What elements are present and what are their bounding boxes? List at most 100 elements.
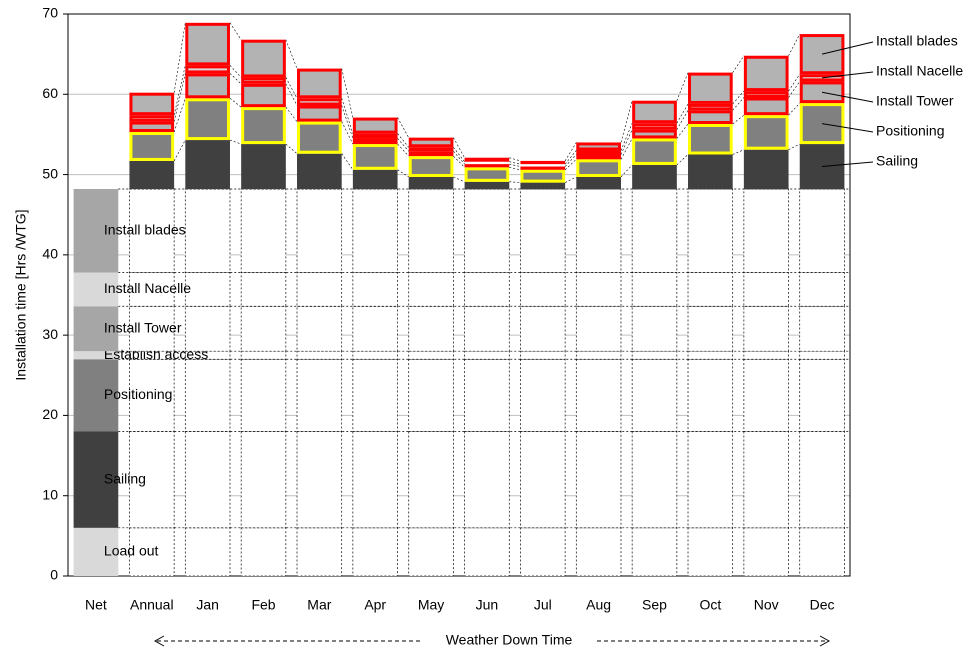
net-echo-segment xyxy=(743,305,789,352)
net-bar-segment xyxy=(73,272,119,307)
net-echo-segment xyxy=(520,350,566,360)
weather-bar-segment xyxy=(464,167,510,182)
net-echo-segment xyxy=(743,527,789,577)
weather-bar-segment xyxy=(632,138,677,165)
net-echo-segment xyxy=(687,188,734,273)
net-echo-segment xyxy=(240,188,287,273)
net-segment-label: Install blades xyxy=(104,221,186,237)
net-echo-segment xyxy=(743,350,789,360)
connector xyxy=(509,181,521,183)
weather-bar-segment xyxy=(464,157,510,162)
connector xyxy=(509,163,521,167)
connector xyxy=(341,153,354,170)
weather-bar-segment xyxy=(743,97,789,116)
weather-bar-segment xyxy=(632,100,677,124)
net-segment-label: Positioning xyxy=(104,386,173,402)
net-bar-segment xyxy=(73,527,119,576)
x-tick-label: Jun xyxy=(476,597,499,613)
y-tick-label: 50 xyxy=(42,165,58,181)
weather-bar-segment xyxy=(632,164,677,190)
arrowhead-right xyxy=(819,635,831,647)
weather-bar-segment xyxy=(743,91,789,98)
net-echo-segment xyxy=(408,431,454,529)
connector xyxy=(564,142,577,162)
connector xyxy=(453,176,465,183)
net-echo-segment xyxy=(184,431,231,529)
net-echo-segment xyxy=(799,358,845,432)
weather-bar-segment xyxy=(297,105,342,122)
net-bar-segment xyxy=(73,189,119,273)
series-label: Positioning xyxy=(876,123,945,139)
net-echo-segment xyxy=(799,431,845,529)
net-echo-segment xyxy=(352,527,398,577)
connector xyxy=(788,143,800,150)
weather-bar-segment xyxy=(241,107,286,145)
weather-bar-segment xyxy=(743,149,789,190)
net-echo-segment xyxy=(464,358,510,432)
connector xyxy=(397,143,409,157)
net-echo-segment xyxy=(575,358,622,432)
weather-bar-segment xyxy=(129,121,175,133)
net-echo-segment xyxy=(464,431,510,529)
net-echo-segment xyxy=(296,188,343,273)
weather-bar-segment xyxy=(408,176,454,190)
net-echo-segment xyxy=(296,527,343,577)
connector xyxy=(676,103,689,124)
net-echo-segment xyxy=(184,358,231,432)
leader-line xyxy=(821,91,874,103)
connector xyxy=(676,123,689,139)
weather-bar-segment xyxy=(297,153,342,190)
net-echo-segment xyxy=(743,272,789,307)
connector xyxy=(732,114,745,125)
x-tick-label: Annual xyxy=(130,597,174,613)
weather-bar-segment xyxy=(520,182,566,190)
net-echo-segment xyxy=(240,305,287,352)
net-bar-segment xyxy=(73,351,119,360)
connector xyxy=(788,81,800,98)
connector xyxy=(453,151,465,165)
x-tick-label: Net xyxy=(85,597,107,613)
leader-line xyxy=(822,71,874,79)
net-echo-segment xyxy=(799,188,845,273)
net-echo-segment xyxy=(743,358,789,432)
connector xyxy=(620,129,633,155)
x-tick-label: May xyxy=(418,597,444,613)
annotation: Weather Down Time xyxy=(446,632,573,648)
net-echo-segment xyxy=(129,358,175,432)
connector xyxy=(173,65,186,116)
weather-bar-segment xyxy=(408,151,454,157)
y-tick-label: 60 xyxy=(42,85,58,101)
net-echo-segment xyxy=(631,358,678,432)
connector xyxy=(676,110,689,130)
connector xyxy=(285,39,298,69)
net-echo-segment xyxy=(352,350,398,360)
net-echo-segment xyxy=(687,527,734,577)
weather-bar-segment xyxy=(185,73,230,99)
net-echo-segment xyxy=(464,527,510,577)
weather-bar-segment xyxy=(185,22,230,66)
weather-bar-segment xyxy=(241,39,286,78)
connector xyxy=(173,98,186,133)
connector xyxy=(341,105,354,139)
connector xyxy=(676,72,689,101)
weather-bar-segment xyxy=(129,132,175,161)
net-echo-segment xyxy=(687,305,734,352)
connector xyxy=(564,154,577,167)
net-echo-segment xyxy=(408,358,454,432)
x-tick-label: Feb xyxy=(251,597,275,613)
net-echo-segment xyxy=(129,431,175,529)
connector xyxy=(229,98,242,108)
net-echo-segment xyxy=(408,305,454,352)
connector xyxy=(341,98,354,134)
x-tick-label: Dec xyxy=(810,597,835,613)
y-tick-label: 0 xyxy=(50,567,58,583)
net-echo-segment xyxy=(184,350,231,360)
weather-bar-segment xyxy=(576,176,621,190)
weather-bar-segment xyxy=(688,110,733,124)
weather-bar-segment xyxy=(129,115,175,122)
weather-bar-segment xyxy=(632,129,677,139)
weather-bar-segment xyxy=(576,159,621,177)
connector xyxy=(732,55,745,73)
net-echo-segment xyxy=(575,431,622,529)
